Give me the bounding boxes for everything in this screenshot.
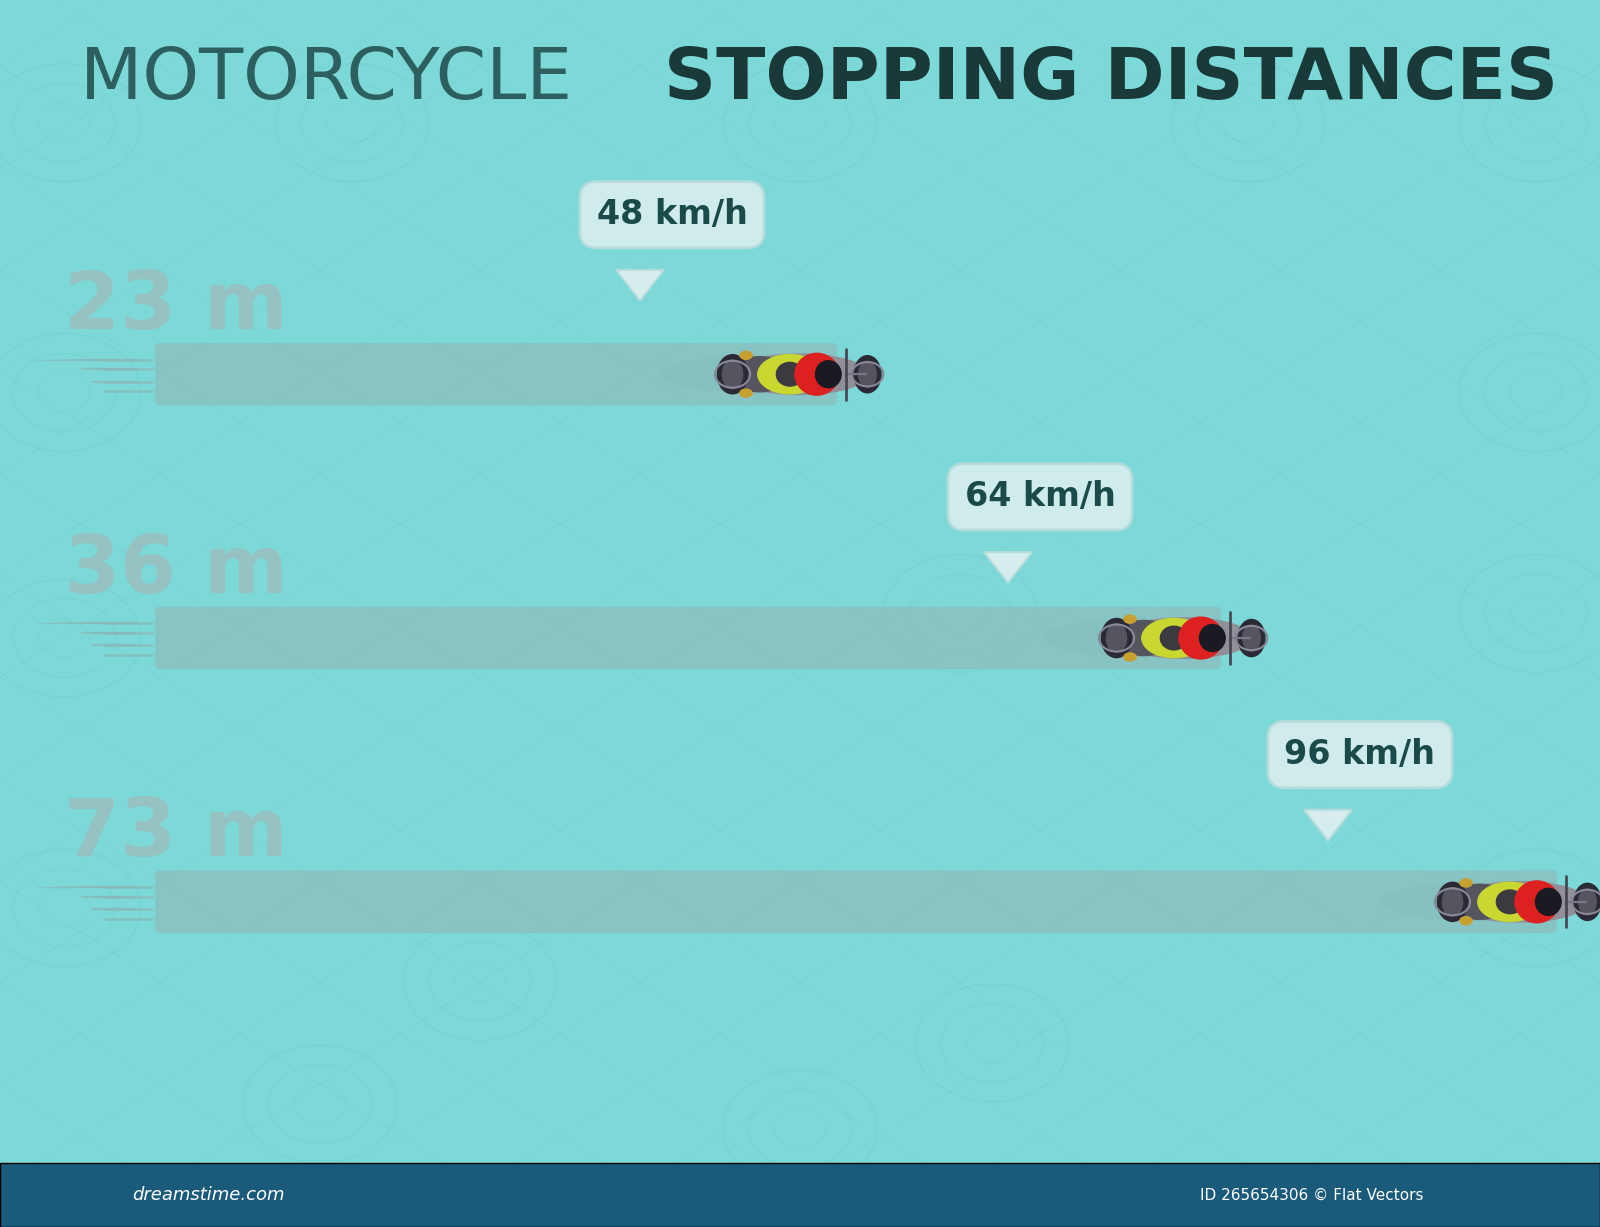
Text: MOTORCYCLE: MOTORCYCLE xyxy=(80,45,595,114)
Ellipse shape xyxy=(1459,879,1472,887)
Ellipse shape xyxy=(1442,887,1462,917)
Polygon shape xyxy=(1304,810,1352,840)
Ellipse shape xyxy=(1142,618,1206,658)
Text: 36 m: 36 m xyxy=(64,531,288,610)
Polygon shape xyxy=(616,270,664,301)
Ellipse shape xyxy=(1450,885,1510,919)
Ellipse shape xyxy=(739,389,752,398)
Text: ID 265654306 © Flat Vectors: ID 265654306 © Flat Vectors xyxy=(1200,1188,1424,1202)
Ellipse shape xyxy=(1200,625,1226,652)
Ellipse shape xyxy=(717,355,747,394)
Ellipse shape xyxy=(776,362,803,387)
Text: STOPPING DISTANCES: STOPPING DISTANCES xyxy=(664,45,1558,114)
Text: dreamstime.com: dreamstime.com xyxy=(131,1187,285,1204)
Ellipse shape xyxy=(722,360,742,389)
Text: 64 km/h: 64 km/h xyxy=(965,481,1115,513)
Ellipse shape xyxy=(730,357,790,391)
Ellipse shape xyxy=(1382,883,1584,920)
Polygon shape xyxy=(984,552,1032,583)
Ellipse shape xyxy=(1453,881,1587,923)
FancyBboxPatch shape xyxy=(155,344,837,405)
Ellipse shape xyxy=(739,351,752,360)
Ellipse shape xyxy=(1243,626,1261,650)
Ellipse shape xyxy=(758,355,822,394)
Text: 96 km/h: 96 km/h xyxy=(1285,739,1435,771)
Ellipse shape xyxy=(1515,881,1558,923)
Ellipse shape xyxy=(795,353,838,395)
Ellipse shape xyxy=(1160,626,1187,650)
Ellipse shape xyxy=(1437,882,1467,921)
Text: 23 m: 23 m xyxy=(64,267,288,346)
Ellipse shape xyxy=(1536,888,1562,915)
Ellipse shape xyxy=(1046,620,1248,656)
Ellipse shape xyxy=(1579,890,1597,914)
Ellipse shape xyxy=(733,355,867,395)
Ellipse shape xyxy=(1574,883,1600,920)
FancyBboxPatch shape xyxy=(155,607,1221,670)
Ellipse shape xyxy=(1478,882,1542,921)
Ellipse shape xyxy=(1179,617,1222,659)
Ellipse shape xyxy=(662,356,864,393)
Ellipse shape xyxy=(1101,618,1131,658)
Ellipse shape xyxy=(1496,890,1523,914)
FancyBboxPatch shape xyxy=(155,871,1557,933)
Ellipse shape xyxy=(1123,615,1136,623)
Ellipse shape xyxy=(1238,620,1266,656)
Text: 73 m: 73 m xyxy=(64,795,288,874)
Text: 48 km/h: 48 km/h xyxy=(597,199,747,231)
Ellipse shape xyxy=(816,361,842,388)
Ellipse shape xyxy=(1459,917,1472,925)
Ellipse shape xyxy=(1114,621,1174,655)
Ellipse shape xyxy=(859,362,877,387)
Ellipse shape xyxy=(1106,623,1126,653)
FancyBboxPatch shape xyxy=(0,1163,1600,1227)
Ellipse shape xyxy=(1117,618,1251,659)
Ellipse shape xyxy=(1123,653,1136,661)
Ellipse shape xyxy=(854,356,882,393)
